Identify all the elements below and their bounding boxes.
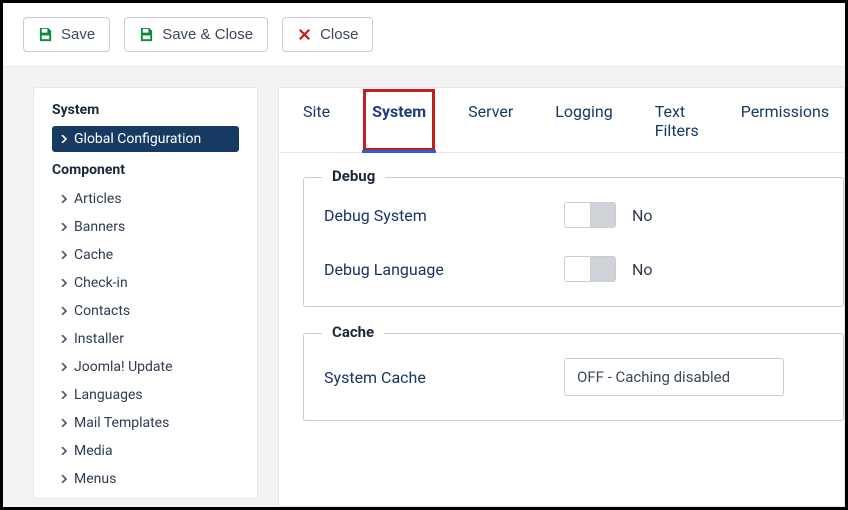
save-icon	[139, 27, 154, 42]
chevron-right-icon	[60, 135, 68, 143]
tab-logging[interactable]: Logging	[545, 88, 622, 152]
save-close-button-label: Save & Close	[162, 26, 253, 43]
toggle-knob	[590, 257, 615, 281]
sidebar-item-languages[interactable]: Languages	[52, 382, 239, 408]
fieldset-cache: Cache System Cache OFF - Caching disable…	[303, 333, 844, 421]
tab-permissions[interactable]: Permissions	[731, 88, 839, 152]
chevron-right-icon	[60, 447, 68, 455]
tab-server[interactable]: Server	[458, 88, 523, 152]
sidebar-item-label: Global Configuration	[74, 131, 201, 147]
sidebar-item-joomla-update[interactable]: Joomla! Update	[52, 354, 239, 380]
label-debug-system: Debug System	[324, 206, 564, 225]
tab-text-filters[interactable]: Text Filters	[645, 88, 709, 152]
label-debug-language: Debug Language	[324, 260, 564, 279]
toggle-text-debug-system: No	[632, 206, 653, 225]
sidebar-item-label: Cache	[74, 247, 113, 263]
sidebar-item-mail-templates[interactable]: Mail Templates	[52, 410, 239, 436]
sidebar-item-installer[interactable]: Installer	[52, 326, 239, 352]
fieldset-debug: Debug Debug System No Debug Language No	[303, 177, 844, 307]
chevron-right-icon	[60, 391, 68, 399]
chevron-right-icon	[60, 475, 68, 483]
save-icon	[38, 27, 53, 42]
toggle-debug-system[interactable]	[564, 202, 616, 228]
fieldset-legend-debug: Debug	[322, 167, 385, 185]
sidebar-item-contacts[interactable]: Contacts	[52, 298, 239, 324]
close-icon	[297, 27, 312, 42]
sidebar-item-label: Contacts	[74, 303, 130, 319]
chevron-right-icon	[60, 307, 68, 315]
sidebar-item-cache[interactable]: Cache	[52, 242, 239, 268]
row-debug-language: Debug Language No	[324, 256, 823, 282]
sidebar-heading-system: System	[52, 102, 239, 118]
chevron-right-icon	[60, 251, 68, 259]
sidebar-item-menus[interactable]: Menus	[52, 466, 239, 492]
chevron-right-icon	[60, 279, 68, 287]
sidebar-item-label: Mail Templates	[74, 415, 169, 431]
save-close-button[interactable]: Save & Close	[124, 17, 268, 52]
tab-system[interactable]: System	[362, 88, 436, 152]
row-system-cache: System Cache OFF - Caching disabled	[324, 358, 823, 396]
panel-area: Debug Debug System No Debug Language No …	[279, 153, 844, 421]
sidebar-item-label: Articles	[74, 191, 122, 207]
sidebar-item-label: Installer	[74, 331, 124, 347]
sidebar-heading-component: Component	[52, 162, 239, 178]
row-debug-system: Debug System No	[324, 202, 823, 228]
sidebar-item-label: Media	[74, 443, 113, 459]
close-button[interactable]: Close	[282, 17, 373, 52]
close-button-label: Close	[320, 26, 358, 43]
toggle-text-debug-language: No	[632, 260, 653, 279]
toolbar: Save Save & Close Close	[3, 3, 845, 67]
sidebar-item-label: Check-in	[74, 275, 128, 291]
sidebar-item-label: Menus	[74, 471, 116, 487]
tabs: Site System Server Logging Text Filters …	[279, 88, 844, 153]
save-button-label: Save	[61, 26, 95, 43]
tab-site[interactable]: Site	[293, 88, 340, 152]
save-button[interactable]: Save	[23, 17, 110, 52]
sidebar: System Global Configuration Component Ar…	[33, 87, 258, 499]
fieldset-legend-cache: Cache	[322, 323, 384, 341]
toggle-debug-language[interactable]	[564, 256, 616, 282]
content-row: System Global Configuration Component Ar…	[3, 67, 845, 507]
main-panel: Site System Server Logging Text Filters …	[278, 87, 845, 507]
sidebar-item-label: Banners	[74, 219, 125, 235]
toggle-knob	[590, 203, 615, 227]
sidebar-item-articles[interactable]: Articles	[52, 186, 239, 212]
sidebar-item-check-in[interactable]: Check-in	[52, 270, 239, 296]
chevron-right-icon	[60, 195, 68, 203]
sidebar-item-banners[interactable]: Banners	[52, 214, 239, 240]
chevron-right-icon	[60, 335, 68, 343]
sidebar-item-label: Joomla! Update	[74, 359, 173, 375]
select-system-cache[interactable]: OFF - Caching disabled	[564, 358, 784, 396]
chevron-right-icon	[60, 419, 68, 427]
sidebar-item-global-configuration[interactable]: Global Configuration	[52, 126, 239, 152]
app-frame: Save Save & Close Close System Global Co…	[0, 0, 848, 510]
sidebar-item-label: Languages	[74, 387, 143, 403]
sidebar-item-media[interactable]: Media	[52, 438, 239, 464]
chevron-right-icon	[60, 363, 68, 371]
chevron-right-icon	[60, 223, 68, 231]
label-system-cache: System Cache	[324, 368, 564, 387]
